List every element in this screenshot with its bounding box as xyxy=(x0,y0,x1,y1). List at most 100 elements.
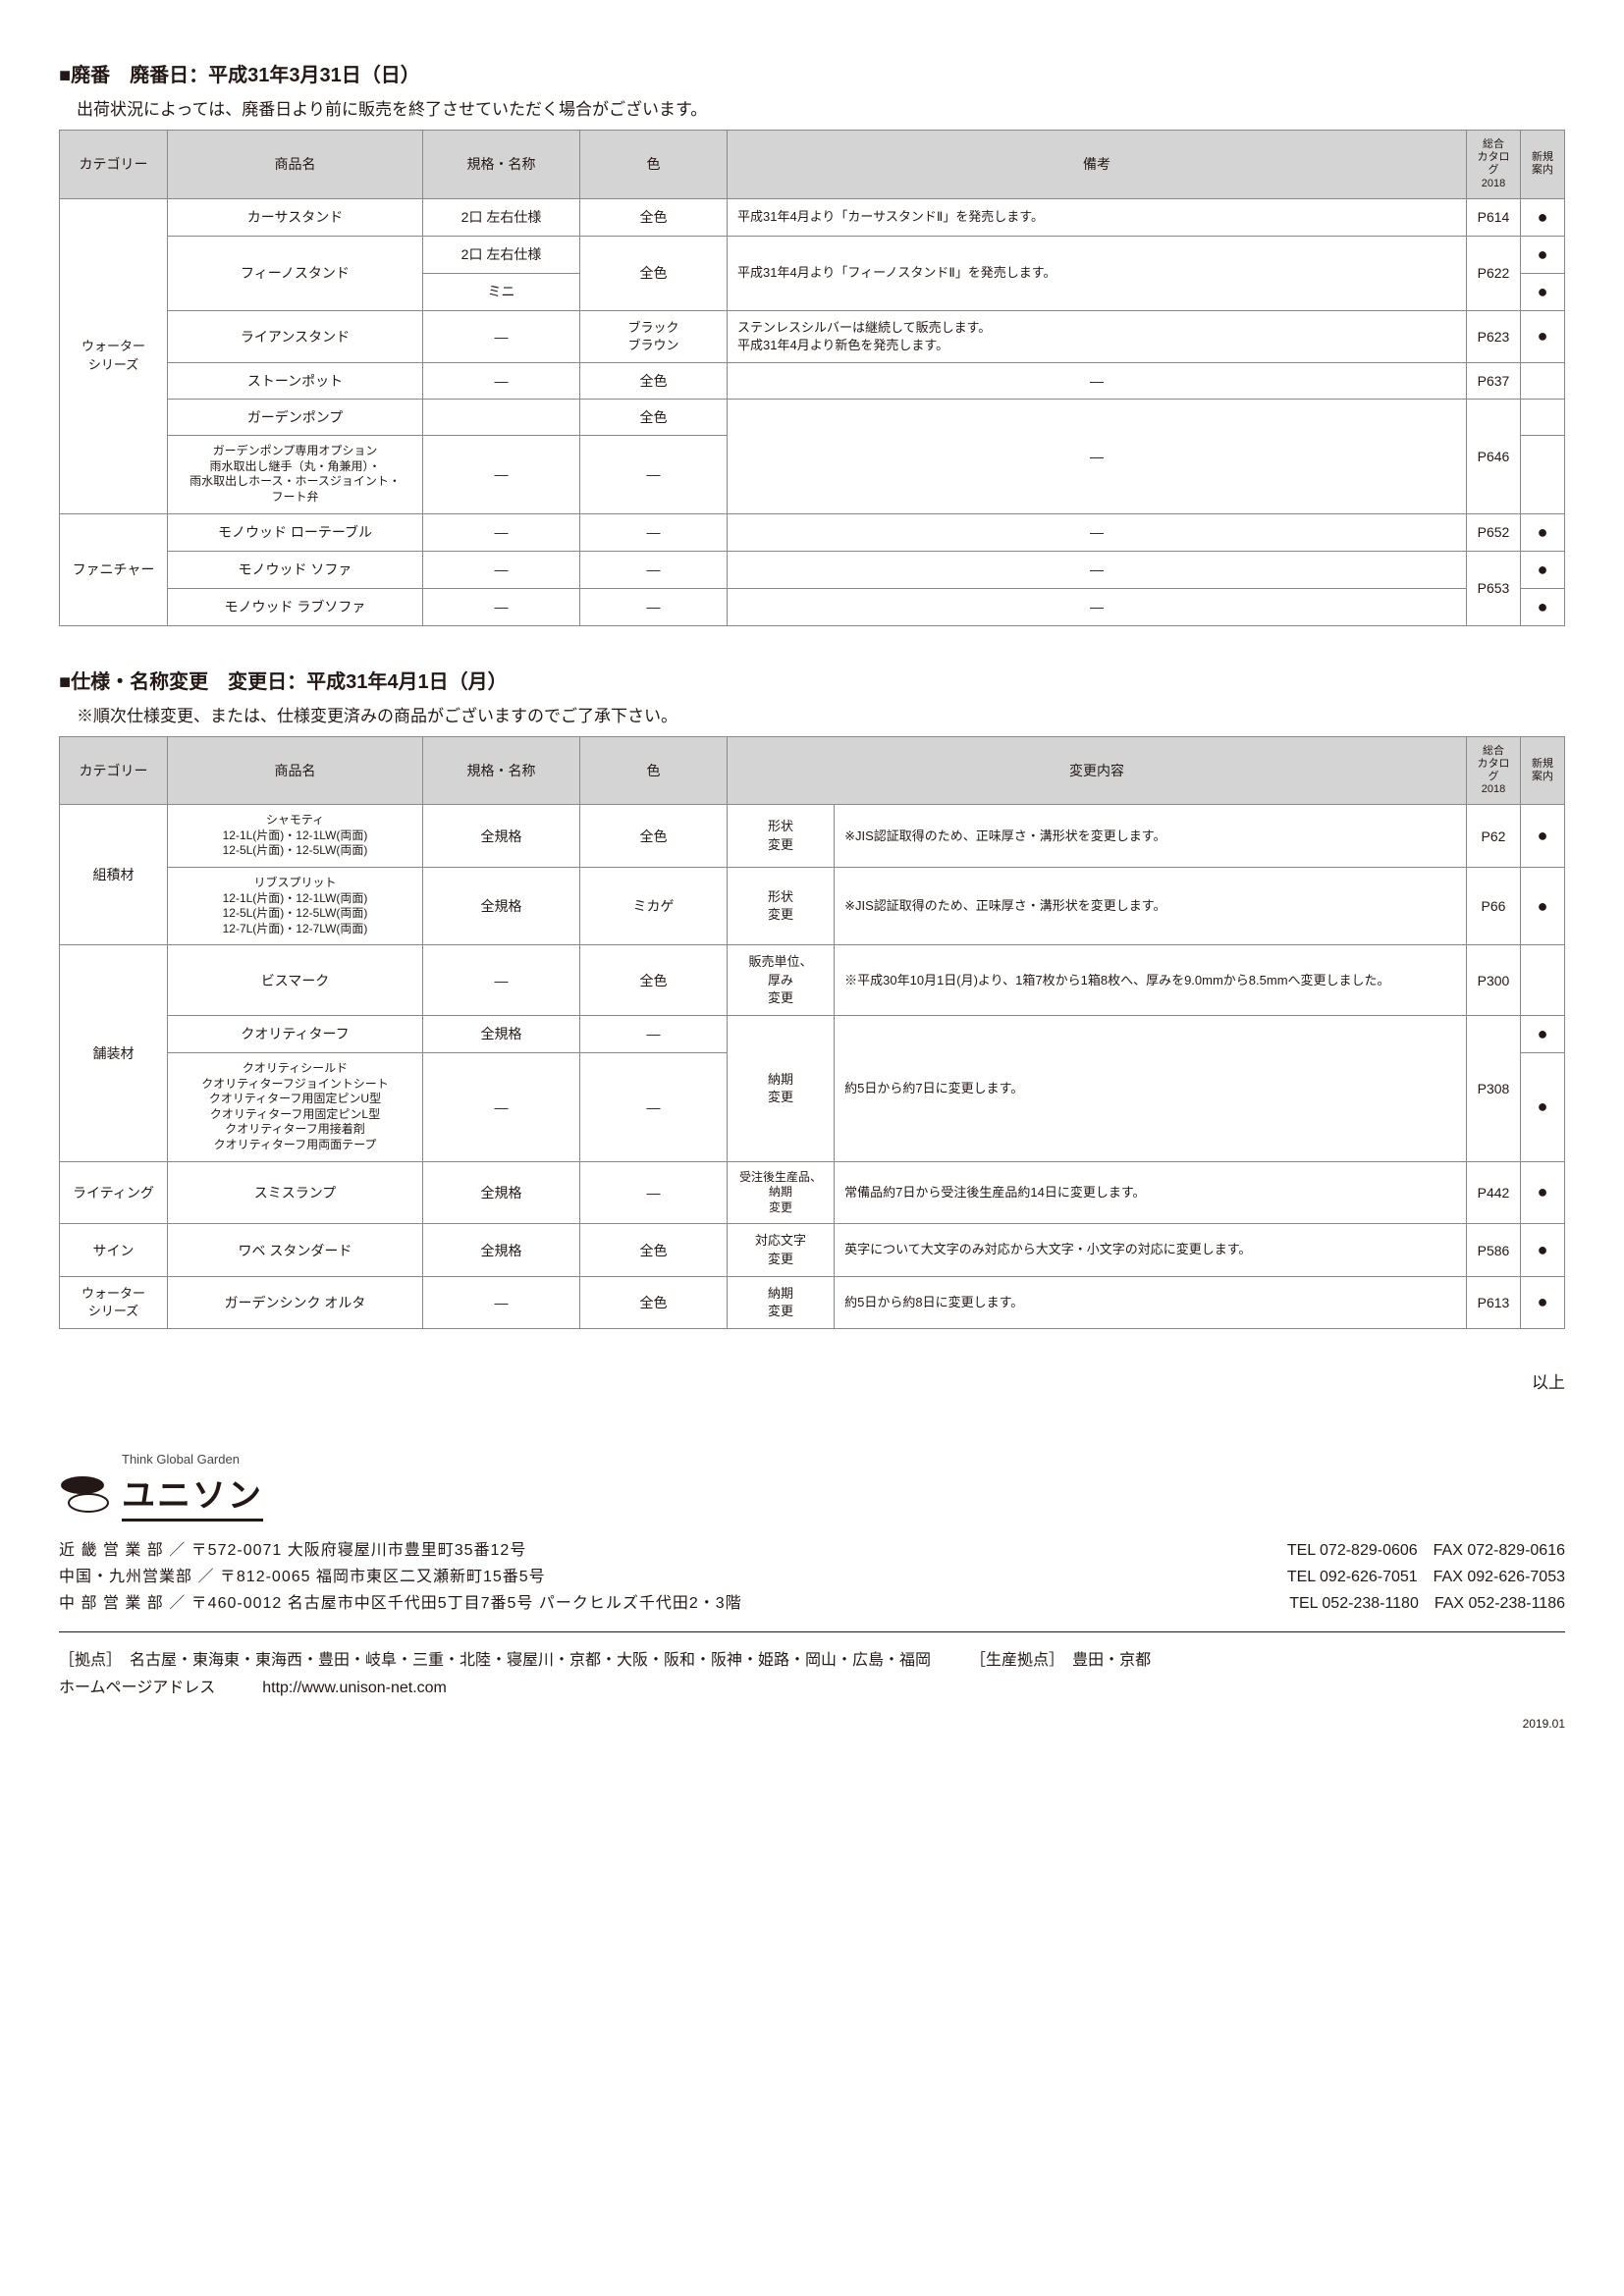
office-address: 中 部 営 業 部 ／ 〒460-0012 名古屋市中区千代田5丁目7番5号 パ… xyxy=(59,1590,742,1617)
logo-icon xyxy=(59,1475,110,1515)
table-header-row: カテゴリー 商品名 規格・名称 色 変更内容 総合カタログ2018 新規案内 xyxy=(60,736,1565,805)
cell: ― xyxy=(423,945,580,1016)
th-category: カテゴリー xyxy=(60,736,168,805)
cell: 2口 左右仕様 xyxy=(423,198,580,236)
cell: スミスランプ xyxy=(168,1161,423,1224)
cell: ― xyxy=(423,1276,580,1328)
cell: ― xyxy=(728,363,1467,400)
cell: シャモティ12-1L(片面)・12-1LW(両面)12-5L(片面)・12-5L… xyxy=(168,805,423,868)
cell: ● xyxy=(1521,513,1565,551)
cell: 平成31年4月より「カーサスタンドⅡ」を発売します。 xyxy=(728,198,1467,236)
bases-row: ［拠点］ 名古屋・東海東・東海西・豊田・岐阜・三重・北陸・寝屋川・京都・大阪・阪… xyxy=(59,1646,1565,1670)
cell: ● xyxy=(1521,868,1565,945)
office-phone: TEL 072-829-0606 FAX 072-829-0616 xyxy=(1287,1537,1565,1564)
cell: ― xyxy=(728,551,1467,588)
cell: P646 xyxy=(1467,400,1521,513)
cell: ● xyxy=(1521,198,1565,236)
cell: 対応文字変更 xyxy=(728,1224,835,1276)
tagline: Think Global Garden xyxy=(59,1452,1565,1467)
th-catalog: 総合カタログ2018 xyxy=(1467,131,1521,199)
cell: ※JIS認証取得のため、正味厚さ・溝形状を変更します。 xyxy=(835,868,1467,945)
cell: ― xyxy=(580,551,728,588)
th-spec: 規格・名称 xyxy=(423,736,580,805)
office-address: 中国・九州営業部 ／ 〒812-0065 福岡市東区二又瀬新町15番5号 xyxy=(59,1564,546,1590)
cell xyxy=(423,400,580,436)
cell: 全規格 xyxy=(423,805,580,868)
cell: ● xyxy=(1521,588,1565,625)
cell: 納期変更 xyxy=(728,1015,835,1161)
discontinued-table: カテゴリー 商品名 規格・名称 色 備考 総合カタログ2018 新規案内 ウォー… xyxy=(59,130,1565,626)
cell: ミニ xyxy=(423,273,580,310)
cell: ― xyxy=(728,400,1467,513)
cell: P586 xyxy=(1467,1224,1521,1276)
table-header-row: カテゴリー 商品名 規格・名称 色 備考 総合カタログ2018 新規案内 xyxy=(60,131,1565,199)
end-marker: 以上 xyxy=(59,1368,1565,1393)
brand-name: ユニソン xyxy=(122,1468,263,1522)
footer: Think Global Garden ユニソン 近 畿 営 業 部 ／ 〒57… xyxy=(59,1452,1565,1731)
cell: P300 xyxy=(1467,945,1521,1016)
cell: P62 xyxy=(1467,805,1521,868)
cell: ● xyxy=(1521,273,1565,310)
cell xyxy=(1521,363,1565,400)
cell: 全規格 xyxy=(423,1015,580,1052)
cell: ● xyxy=(1521,1015,1565,1052)
office-row: 近 畿 営 業 部 ／ 〒572-0071 大阪府寝屋川市豊里町35番12号TE… xyxy=(59,1537,1565,1564)
cell: 全色 xyxy=(580,805,728,868)
cell: ● xyxy=(1521,1276,1565,1328)
cell: カーサスタンド xyxy=(168,198,423,236)
cell: 全色 xyxy=(580,945,728,1016)
cell: 全色 xyxy=(580,198,728,236)
cell: 常備品約7日から受注後生産品約14日に変更します。 xyxy=(835,1161,1467,1224)
cell: P622 xyxy=(1467,236,1521,310)
cell: P442 xyxy=(1467,1161,1521,1224)
divider xyxy=(59,1631,1565,1632)
section2-note: ※順次仕様変更、または、仕様変更済みの商品がございますのでご了承下さい。 xyxy=(59,702,1565,726)
cell: モノウッド ラブソファ xyxy=(168,588,423,625)
cell: クオリティターフ xyxy=(168,1015,423,1052)
cell: P613 xyxy=(1467,1276,1521,1328)
change-table: カテゴリー 商品名 規格・名称 色 変更内容 総合カタログ2018 新規案内 組… xyxy=(59,736,1565,1330)
cell: ― xyxy=(423,513,580,551)
cell: ― xyxy=(728,513,1467,551)
cell: ステンレスシルバーは継続して販売します。平成31年4月より新色を発売します。 xyxy=(728,310,1467,362)
cell: ― xyxy=(580,513,728,551)
cell: 納期変更 xyxy=(728,1276,835,1328)
cell: ― xyxy=(580,1015,728,1052)
th-color: 色 xyxy=(580,736,728,805)
cell: 形状変更 xyxy=(728,868,835,945)
cell: ※JIS認証取得のため、正味厚さ・溝形状を変更します。 xyxy=(835,805,1467,868)
cell: ― xyxy=(423,310,580,362)
cell: ライアンスタンド xyxy=(168,310,423,362)
cell: ガーデンシンク オルタ xyxy=(168,1276,423,1328)
cell: 平成31年4月より「フィーノスタンドⅡ」を発売します。 xyxy=(728,236,1467,310)
cell: ― xyxy=(423,363,580,400)
section2-title: ■仕様・名称変更 変更日：平成31年4月1日（月） xyxy=(59,666,1565,694)
cell: ライティング xyxy=(60,1161,168,1224)
cell: ウォーターシリーズ xyxy=(60,1276,168,1328)
th-catalog: 総合カタログ2018 xyxy=(1467,736,1521,805)
cell: ● xyxy=(1521,805,1565,868)
office-row: 中国・九州営業部 ／ 〒812-0065 福岡市東区二又瀬新町15番5号 TEL … xyxy=(59,1564,1565,1590)
th-color: 色 xyxy=(580,131,728,199)
cell: 全色 xyxy=(580,1276,728,1328)
cell: P653 xyxy=(1467,551,1521,625)
cell: ― xyxy=(728,588,1467,625)
cell: 全規格 xyxy=(423,868,580,945)
cell: 全規格 xyxy=(423,1224,580,1276)
cell: 形状変更 xyxy=(728,805,835,868)
cell: ― xyxy=(580,1052,728,1161)
cell: ● xyxy=(1521,551,1565,588)
office-phone: TEL 092-626-7051 FAX 092-626-7053 xyxy=(1287,1564,1565,1590)
cell: フィーノスタンド xyxy=(168,236,423,310)
cell: ― xyxy=(423,436,580,513)
bases-text: ［拠点］ 名古屋・東海東・東海西・豊田・岐阜・三重・北陸・寝屋川・京都・大阪・阪… xyxy=(59,1646,931,1670)
cell: 全規格 xyxy=(423,1161,580,1224)
cell: ファニチャー xyxy=(60,513,168,625)
date-stamp: 2019.01 xyxy=(59,1717,1565,1731)
cell: 舗装材 xyxy=(60,945,168,1161)
th-product: 商品名 xyxy=(168,736,423,805)
cell: P623 xyxy=(1467,310,1521,362)
cell: ● xyxy=(1521,236,1565,273)
th-product: 商品名 xyxy=(168,131,423,199)
cell: 全色 xyxy=(580,363,728,400)
